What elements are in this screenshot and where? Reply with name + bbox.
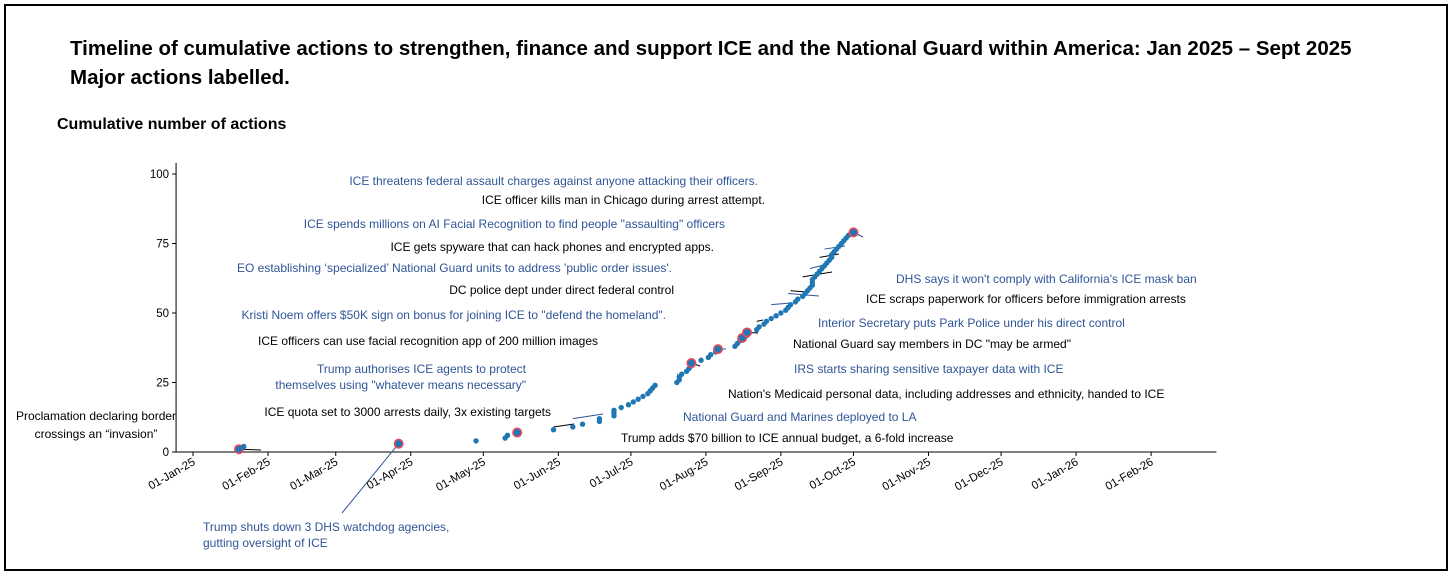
annotation-label-line2: gutting oversight of ICE bbox=[203, 536, 328, 550]
annotation-label: ICE officer kills man in Chicago during … bbox=[482, 193, 765, 207]
annotation-label: EO establishing ‘specialized’ National G… bbox=[237, 261, 672, 275]
highlighted-data-point bbox=[848, 227, 859, 238]
x-tick-label: 01-Feb-26 bbox=[1104, 456, 1156, 493]
y-tick-label: 25 bbox=[156, 378, 169, 390]
data-point bbox=[625, 402, 632, 408]
x-tick-label: 01-Mar-25 bbox=[288, 456, 340, 493]
annotation-label: National Guard and Marines deployed to L… bbox=[683, 410, 916, 424]
data-point bbox=[787, 301, 794, 308]
data-point bbox=[763, 318, 770, 325]
chart-title: Timeline of cumulative actions to streng… bbox=[70, 37, 1352, 60]
annotation-leader-line bbox=[756, 319, 764, 322]
annotation-label: Kristi Noem offers $50K sign on bonus fo… bbox=[241, 308, 666, 322]
data-point bbox=[596, 415, 603, 422]
data-point bbox=[756, 324, 762, 330]
annotation-label-line2: crossings an “invasion” bbox=[35, 427, 158, 441]
x-tick-label: 01-Nov-25 bbox=[880, 456, 933, 493]
x-tick-label: 01-Jan-25 bbox=[147, 456, 198, 492]
annotation-label: ICE scraps paperwork for officers before… bbox=[866, 292, 1186, 306]
data-point bbox=[611, 407, 617, 413]
annotation-label: DC police dept under direct federal cont… bbox=[449, 283, 674, 297]
annotation-leader-line bbox=[341, 443, 400, 514]
data-point bbox=[570, 424, 576, 430]
highlighted-data-point bbox=[512, 427, 523, 438]
annotation-leader-line bbox=[572, 413, 604, 420]
annotation-label: Proclamation declaring border bbox=[16, 409, 176, 423]
y-axis-label: Cumulative number of actions bbox=[57, 116, 287, 133]
annotation-label: Nation's Medicaid personal data, includi… bbox=[728, 387, 1164, 401]
highlighted-data-point bbox=[686, 358, 697, 369]
data-point bbox=[795, 296, 801, 302]
y-tick-label: 75 bbox=[156, 239, 169, 251]
x-tick-label: 01-Jan-26 bbox=[1030, 456, 1081, 492]
data-point bbox=[241, 443, 247, 450]
annotation-leader-line bbox=[771, 302, 792, 306]
x-tick-label: 01-Sep-25 bbox=[733, 456, 786, 493]
data-point bbox=[504, 432, 511, 439]
y-tick-label: 0 bbox=[163, 447, 169, 459]
x-tick-label: 01-Aug-25 bbox=[658, 456, 711, 493]
x-tick-label: 01-Feb-25 bbox=[221, 456, 273, 493]
chart-frame bbox=[4, 4, 1448, 571]
highlighted-data-point bbox=[712, 344, 723, 355]
annotation-label: Trump shuts down 3 DHS watchdog agencies… bbox=[203, 520, 449, 534]
annotation-label: ICE spends millions on AI Facial Recogni… bbox=[304, 217, 725, 231]
data-point bbox=[640, 393, 646, 400]
annotation-label: IRS starts sharing sensitive taxpayer da… bbox=[794, 362, 1063, 376]
annotation-label: ICE gets spyware that can hack phones an… bbox=[390, 240, 714, 254]
annotation-label: ICE quota set to 3000 arrests daily, 3x … bbox=[264, 405, 551, 419]
highlighted-data-point bbox=[393, 438, 404, 449]
data-point bbox=[473, 438, 479, 444]
data-point bbox=[618, 404, 624, 411]
annotation-label: Interior Secretary puts Park Police unde… bbox=[818, 316, 1125, 330]
data-point bbox=[698, 357, 704, 363]
data-point bbox=[768, 315, 774, 322]
annotation-labels: Proclamation declaring border crossings a… bbox=[16, 174, 1197, 550]
data-point bbox=[679, 371, 685, 377]
x-tick-label: 01-Dec-25 bbox=[953, 456, 1006, 493]
x-tick-label: 01-Jun-25 bbox=[512, 456, 563, 492]
annotation-label: National Guard say members in DC "may be… bbox=[793, 337, 1071, 351]
x-tick-label: 01-May-25 bbox=[434, 456, 488, 494]
data-point bbox=[630, 399, 637, 405]
y-tick-label: 50 bbox=[156, 308, 169, 320]
data-point bbox=[635, 396, 641, 402]
annotation-leader-line bbox=[553, 423, 575, 428]
annotation-label: DHS says it won't comply with California… bbox=[896, 272, 1197, 286]
data-point bbox=[652, 382, 658, 388]
data-point bbox=[773, 313, 779, 319]
data-points bbox=[233, 227, 859, 455]
data-point bbox=[778, 310, 784, 316]
highlighted-data-point bbox=[233, 444, 244, 455]
data-point bbox=[579, 421, 586, 427]
annotation-label: ICE officers can use facial recognition … bbox=[258, 334, 598, 348]
x-tick-label: 01-Jul-25 bbox=[588, 456, 636, 490]
data-point bbox=[550, 427, 557, 433]
annotation-label-line2: themselves using "whatever means necessa… bbox=[275, 378, 526, 392]
annotation-label: ICE threatens federal assault charges ag… bbox=[349, 174, 758, 188]
x-tick-label: 01-Apr-25 bbox=[365, 456, 415, 492]
y-tick-label: 100 bbox=[150, 169, 169, 181]
annotation-label: Trump adds $70 billion to ICE annual bud… bbox=[621, 431, 954, 445]
data-point bbox=[708, 352, 714, 358]
annotation-label: Trump authorises ICE agents to protect bbox=[317, 362, 527, 376]
x-tick-label: 01-Oct-25 bbox=[808, 456, 858, 492]
chart-subtitle: Major actions labelled. bbox=[70, 66, 290, 89]
highlighted-data-point bbox=[742, 327, 753, 338]
